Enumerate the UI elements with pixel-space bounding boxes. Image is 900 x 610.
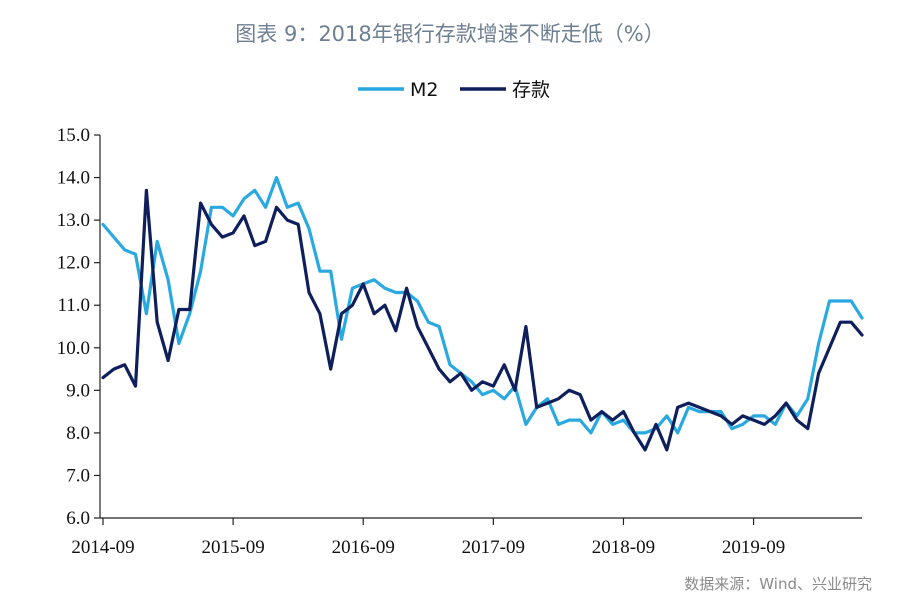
y-axis: 6.0 7.0 8.0 9.0 10.0 11.0 12.0 13.0 14.0 15.0 [57,125,101,529]
x-tick-label: 2015-09 [201,537,264,558]
legend-label-m2: M2 [410,79,438,101]
y-tick-label: 10.0 [57,338,90,359]
y-tick-label: 9.0 [66,380,90,401]
y-tick-label: 11.0 [57,295,90,316]
y-tick-label: 15.0 [57,125,90,146]
y-tick-label: 12.0 [57,253,90,274]
legend-label-deposits: 存款 [512,79,550,101]
y-tick-label: 8.0 [66,423,90,444]
x-tick-label: 2014-09 [71,537,134,558]
chart-title: 图表 9：2018年银行存款增速不断走低（%） [235,22,665,46]
data-source-note: 数据来源：Wind、兴业研究 [684,575,872,593]
chart-legend: M2 存款 [358,79,550,101]
y-tick-label: 6.0 [66,508,90,529]
x-axis: 2014-09 2015-09 2016-09 2017-09 2018-09 2019-… [71,517,862,558]
y-tick-label: 13.0 [57,210,90,231]
y-tick-label: 7.0 [66,465,90,486]
series-line-m2 [101,176,864,435]
x-tick-label: 2018-09 [592,537,655,558]
x-tick-label: 2019-09 [722,537,785,558]
x-tick-label: 2016-09 [332,537,395,558]
series-line-deposits [101,188,864,452]
y-tick-label: 14.0 [57,168,90,189]
x-tick-label: 2017-09 [462,537,525,558]
series-lines [101,176,864,452]
